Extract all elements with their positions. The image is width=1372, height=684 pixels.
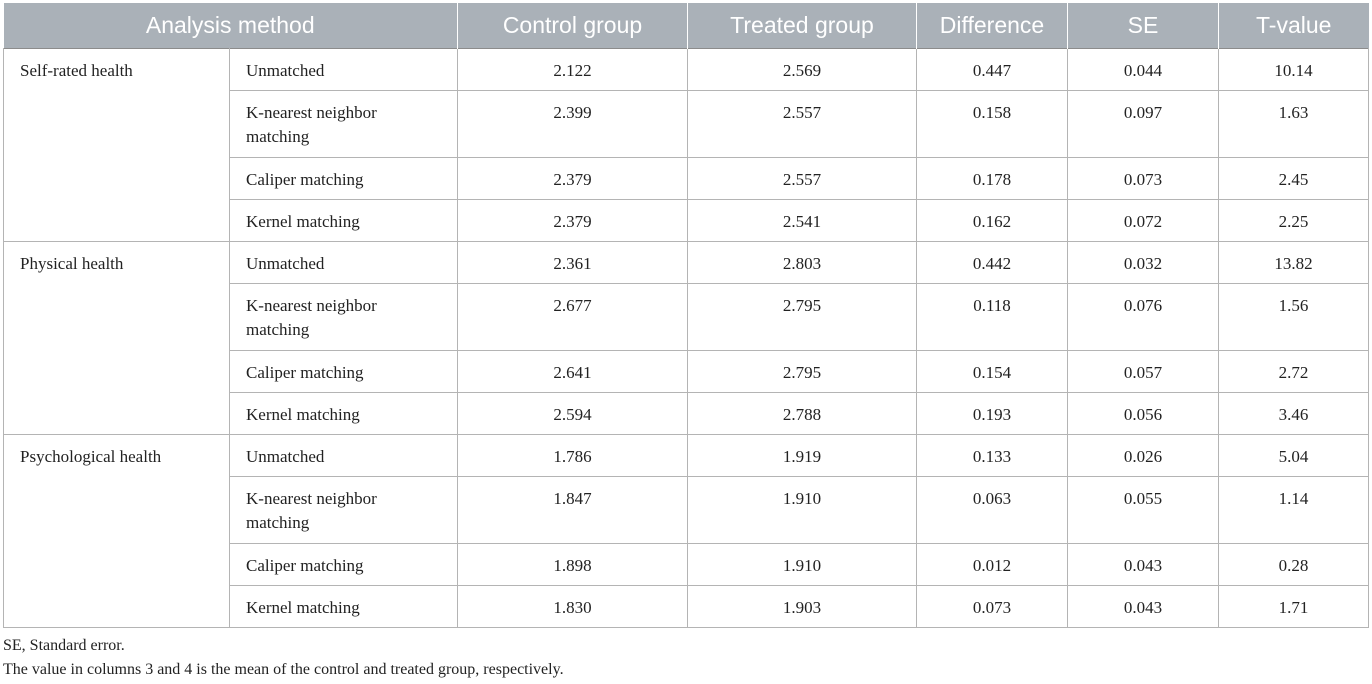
control-cell: 2.379 bbox=[457, 157, 688, 200]
treated-cell: 2.803 bbox=[687, 241, 917, 284]
footnote-se-abbreviation: SE, Standard error. bbox=[3, 637, 125, 654]
method-cell: Unmatched bbox=[229, 48, 458, 91]
treated-cell: 2.788 bbox=[687, 392, 917, 435]
difference-cell: 0.073 bbox=[916, 585, 1068, 628]
control-cell: 2.641 bbox=[457, 350, 688, 393]
method-cell: Kernel matching bbox=[229, 199, 458, 242]
se-cell: 0.097 bbox=[1067, 90, 1219, 158]
treated-cell: 2.569 bbox=[687, 48, 917, 91]
table-row: Kernel matching 2.594 2.788 0.193 0.056 … bbox=[4, 392, 1369, 435]
table-row: Caliper matching 1.898 1.910 0.012 0.043… bbox=[4, 543, 1369, 586]
table-row: Kernel matching 1.830 1.903 0.073 0.043 … bbox=[4, 585, 1369, 628]
se-cell: 0.044 bbox=[1067, 48, 1219, 91]
treated-cell: 2.557 bbox=[687, 90, 917, 158]
header-t-value: T-value bbox=[1218, 3, 1369, 49]
table-row: Psychological health Unmatched 1.786 1.9… bbox=[3, 434, 1369, 628]
difference-cell: 0.442 bbox=[916, 241, 1068, 284]
table-row: Physical health Unmatched 2.361 2.803 0.… bbox=[3, 241, 1369, 435]
se-cell: 0.055 bbox=[1067, 476, 1219, 544]
method-cell: Kernel matching bbox=[229, 392, 458, 435]
control-cell: 1.898 bbox=[457, 543, 688, 586]
header-treated-group: Treated group bbox=[687, 3, 917, 49]
group-label: Physical health bbox=[3, 241, 230, 435]
difference-cell: 0.012 bbox=[916, 543, 1068, 586]
header-row: Analysis method Control group Treated gr… bbox=[3, 3, 1369, 49]
footnote-columns-note: The value in columns 3 and 4 is the mean… bbox=[3, 661, 564, 678]
se-cell: 0.076 bbox=[1067, 283, 1219, 351]
t-value-cell: 10.14 bbox=[1218, 48, 1369, 91]
t-value-cell: 2.25 bbox=[1218, 199, 1369, 242]
treated-cell: 1.903 bbox=[687, 585, 917, 628]
method-cell: K-nearest neighbor matching bbox=[229, 90, 458, 158]
treated-cell: 1.919 bbox=[687, 434, 917, 477]
table-row: K-nearest neighbor matching 2.399 2.557 … bbox=[4, 90, 1369, 158]
group-label: Self-rated health bbox=[3, 48, 230, 242]
table-header: Analysis method Control group Treated gr… bbox=[3, 3, 1369, 49]
se-cell: 0.073 bbox=[1067, 157, 1219, 200]
se-cell: 0.043 bbox=[1067, 543, 1219, 586]
difference-cell: 0.118 bbox=[916, 283, 1068, 351]
treated-cell: 2.541 bbox=[687, 199, 917, 242]
treated-cell: 2.795 bbox=[687, 350, 917, 393]
treated-cell: 1.910 bbox=[687, 476, 917, 544]
method-cell: Caliper matching bbox=[229, 543, 458, 586]
method-cell: K-nearest neighbor matching bbox=[229, 476, 458, 544]
method-cell: Caliper matching bbox=[229, 157, 458, 200]
t-value-cell: 2.72 bbox=[1218, 350, 1369, 393]
t-value-cell: 1.56 bbox=[1218, 283, 1369, 351]
group-label: Psychological health bbox=[3, 434, 230, 628]
difference-cell: 0.063 bbox=[916, 476, 1068, 544]
t-value-cell: 1.71 bbox=[1218, 585, 1369, 628]
t-value-cell: 1.14 bbox=[1218, 476, 1369, 544]
t-value-cell: 5.04 bbox=[1218, 434, 1369, 477]
t-value-cell: 1.63 bbox=[1218, 90, 1369, 158]
se-cell: 0.057 bbox=[1067, 350, 1219, 393]
table-row: Caliper matching 2.641 2.795 0.154 0.057… bbox=[4, 350, 1369, 393]
control-cell: 2.361 bbox=[457, 241, 688, 284]
t-value-cell: 0.28 bbox=[1218, 543, 1369, 586]
control-cell: 1.847 bbox=[457, 476, 688, 544]
table-footnotes: SE, Standard error. The value in columns… bbox=[3, 634, 564, 682]
difference-cell: 0.162 bbox=[916, 199, 1068, 242]
treated-cell: 2.795 bbox=[687, 283, 917, 351]
difference-cell: 0.193 bbox=[916, 392, 1068, 435]
treated-cell: 1.910 bbox=[687, 543, 917, 586]
header-se: SE bbox=[1067, 3, 1219, 49]
difference-cell: 0.178 bbox=[916, 157, 1068, 200]
se-cell: 0.032 bbox=[1067, 241, 1219, 284]
se-cell: 0.056 bbox=[1067, 392, 1219, 435]
difference-cell: 0.447 bbox=[916, 48, 1068, 91]
table-row: Self-rated health Unmatched 2.122 2.569 … bbox=[3, 48, 1369, 242]
control-cell: 2.677 bbox=[457, 283, 688, 351]
header-control-group: Control group bbox=[457, 3, 688, 49]
se-cell: 0.043 bbox=[1067, 585, 1219, 628]
control-cell: 1.786 bbox=[457, 434, 688, 477]
results-table: Analysis method Control group Treated gr… bbox=[3, 3, 1369, 628]
control-cell: 1.830 bbox=[457, 585, 688, 628]
t-value-cell: 3.46 bbox=[1218, 392, 1369, 435]
table-row: K-nearest neighbor matching 2.677 2.795 … bbox=[4, 283, 1369, 351]
method-cell: Unmatched bbox=[229, 241, 458, 284]
control-cell: 2.122 bbox=[457, 48, 688, 91]
se-cell: 0.072 bbox=[1067, 199, 1219, 242]
control-cell: 2.379 bbox=[457, 199, 688, 242]
control-cell: 2.399 bbox=[457, 90, 688, 158]
difference-cell: 0.154 bbox=[916, 350, 1068, 393]
t-value-cell: 13.82 bbox=[1218, 241, 1369, 284]
method-cell: Kernel matching bbox=[229, 585, 458, 628]
control-cell: 2.594 bbox=[457, 392, 688, 435]
method-cell: K-nearest neighbor matching bbox=[229, 283, 458, 351]
treated-cell: 2.557 bbox=[687, 157, 917, 200]
se-cell: 0.026 bbox=[1067, 434, 1219, 477]
header-analysis-method: Analysis method bbox=[3, 3, 458, 49]
method-cell: Caliper matching bbox=[229, 350, 458, 393]
method-cell: Unmatched bbox=[229, 434, 458, 477]
t-value-cell: 2.45 bbox=[1218, 157, 1369, 200]
header-difference: Difference bbox=[916, 3, 1068, 49]
table-body: Self-rated health Unmatched 2.122 2.569 … bbox=[3, 48, 1369, 628]
difference-cell: 0.158 bbox=[916, 90, 1068, 158]
difference-cell: 0.133 bbox=[916, 434, 1068, 477]
